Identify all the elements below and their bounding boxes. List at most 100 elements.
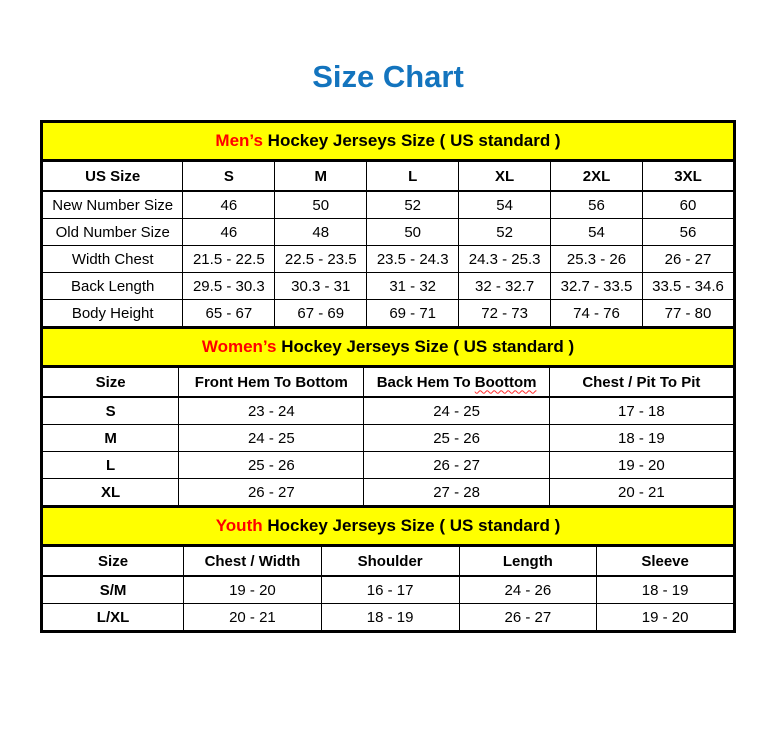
womens-header-row: Size Front Hem To Bottom Back Hem To Boo…	[40, 366, 736, 398]
cell: 25 - 26	[363, 424, 550, 452]
youth-col-header-length: Length	[458, 545, 598, 577]
cell: 69 - 71	[366, 299, 460, 328]
womens-col-header-back-hem: Back Hem To Boottom	[363, 366, 550, 398]
table-row-women-xl: XL 26 - 27 27 - 28 20 - 21	[40, 478, 736, 507]
mens-col-header-3xl: 3XL	[641, 160, 736, 192]
cell: 56	[550, 190, 643, 219]
cell: 74 - 76	[550, 299, 643, 328]
cell: 52	[458, 218, 552, 246]
womens-size-table: Women’s Hockey Jerseys Size ( US standar…	[40, 326, 736, 508]
cell: 50	[274, 190, 368, 219]
table-row-youth-lxl: L/XL 20 - 21 18 - 19 26 - 27 19 - 20	[40, 603, 735, 632]
mens-col-header-us-size: US Size	[40, 160, 184, 192]
womens-col-header-front-hem: Front Hem To Bottom	[178, 366, 365, 398]
table-row-women-m: M 24 - 25 25 - 26 18 - 19	[40, 424, 736, 452]
cell: 56	[641, 218, 736, 246]
cell: 50	[366, 218, 460, 246]
table-row-old-number-size: Old Number Size 46 48 50 52 54 56	[40, 218, 736, 246]
womens-banner-row: Women’s Hockey Jerseys Size ( US standar…	[41, 326, 735, 368]
youth-banner-highlight: Youth	[215, 516, 263, 535]
cell: 54	[550, 218, 643, 246]
cell: 23 - 24	[178, 396, 365, 425]
size-chart: Men’s Hockey Jerseys Size ( US standard …	[40, 120, 736, 633]
row-label: Width Chest	[40, 245, 184, 273]
youth-banner-row: Youth Hockey Jerseys Size ( US standard …	[41, 505, 735, 547]
cell: 20 - 21	[183, 603, 322, 632]
table-row-women-l: L 25 - 26 26 - 27 19 - 20	[40, 451, 736, 479]
cell: 24 - 26	[458, 575, 598, 604]
cell: 26 - 27	[641, 245, 736, 273]
cell: 18 - 19	[596, 575, 735, 604]
womens-banner-text: Hockey Jerseys Size ( US standard )	[276, 337, 575, 356]
cell: 24 - 25	[178, 424, 365, 452]
womens-banner: Women’s Hockey Jerseys Size ( US standar…	[41, 326, 735, 368]
youth-size-table: Youth Hockey Jerseys Size ( US standard …	[40, 505, 736, 633]
cell: 25 - 26	[178, 451, 365, 479]
cell: 23.5 - 24.3	[366, 245, 460, 273]
cell: 65 - 67	[182, 299, 276, 328]
cell: 26 - 27	[458, 603, 598, 632]
row-label: S	[40, 396, 180, 425]
cell: 19 - 20	[548, 451, 736, 479]
table-row-women-s: S 23 - 24 24 - 25 17 - 18	[40, 396, 736, 425]
cell: 30.3 - 31	[274, 272, 368, 300]
cell: 24.3 - 25.3	[458, 245, 552, 273]
table-row-back-length: Back Length 29.5 - 30.3 30.3 - 31 31 - 3…	[40, 272, 736, 300]
cell: 18 - 19	[320, 603, 460, 632]
cell: 29.5 - 30.3	[182, 272, 276, 300]
mens-size-table: Men’s Hockey Jerseys Size ( US standard …	[40, 120, 736, 329]
cell: 77 - 80	[641, 299, 736, 328]
cell: 46	[182, 190, 276, 219]
row-label: Back Length	[40, 272, 184, 300]
youth-col-header-chest-width: Chest / Width	[183, 545, 322, 577]
cell: 33.5 - 34.6	[641, 272, 736, 300]
row-label: New Number Size	[40, 190, 184, 219]
cell: 22.5 - 23.5	[274, 245, 368, 273]
mens-banner-text: Hockey Jerseys Size ( US standard )	[262, 131, 561, 150]
mens-header-row: US Size S M L XL 2XL 3XL	[40, 160, 736, 192]
womens-banner-highlight: Women’s	[201, 337, 277, 356]
cell: 46	[182, 218, 276, 246]
cell: 72 - 73	[458, 299, 552, 328]
row-label: L	[40, 451, 180, 479]
mens-banner-highlight: Men’s	[215, 131, 263, 150]
womens-col-header-size: Size	[40, 366, 180, 398]
cell: 26 - 27	[178, 478, 365, 507]
cell: 48	[274, 218, 368, 246]
row-label: L/XL	[40, 603, 185, 632]
cell: 25.3 - 26	[550, 245, 643, 273]
cell: 21.5 - 22.5	[182, 245, 276, 273]
row-label: Body Height	[40, 299, 184, 328]
table-row-youth-sm: S/M 19 - 20 16 - 17 24 - 26 18 - 19	[40, 575, 735, 604]
cell: 27 - 28	[363, 478, 550, 507]
misspelled-word: Boottom	[474, 373, 537, 391]
cell: 19 - 20	[596, 603, 735, 632]
back-hem-label: Back Hem To	[376, 373, 475, 391]
youth-banner: Youth Hockey Jerseys Size ( US standard …	[41, 505, 735, 547]
mens-banner-row: Men’s Hockey Jerseys Size ( US standard …	[41, 120, 735, 162]
table-row-body-height: Body Height 65 - 67 67 - 69 69 - 71 72 -…	[40, 299, 736, 328]
youth-banner-text: Hockey Jerseys Size ( US standard )	[262, 516, 561, 535]
cell: 18 - 19	[548, 424, 736, 452]
table-row-new-number-size: New Number Size 46 50 52 54 56 60	[40, 190, 736, 219]
mens-col-header-2xl: 2XL	[550, 160, 643, 192]
mens-col-header-xl: XL	[458, 160, 552, 192]
cell: 26 - 27	[363, 451, 550, 479]
youth-header-row: Size Chest / Width Shoulder Length Sleev…	[40, 545, 735, 577]
cell: 52	[366, 190, 460, 219]
mens-col-header-m: M	[274, 160, 368, 192]
cell: 31 - 32	[366, 272, 460, 300]
mens-col-header-s: S	[182, 160, 276, 192]
row-label: S/M	[40, 575, 185, 604]
cell: 60	[641, 190, 736, 219]
youth-col-header-size: Size	[40, 545, 185, 577]
cell: 32.7 - 33.5	[550, 272, 643, 300]
cell: 32 - 32.7	[458, 272, 552, 300]
cell: 17 - 18	[548, 396, 736, 425]
youth-col-header-sleeve: Sleeve	[596, 545, 735, 577]
row-label: Old Number Size	[40, 218, 184, 246]
row-label: XL	[40, 478, 180, 507]
womens-col-header-chest: Chest / Pit To Pit	[548, 366, 736, 398]
mens-col-header-l: L	[366, 160, 460, 192]
row-label: M	[40, 424, 180, 452]
